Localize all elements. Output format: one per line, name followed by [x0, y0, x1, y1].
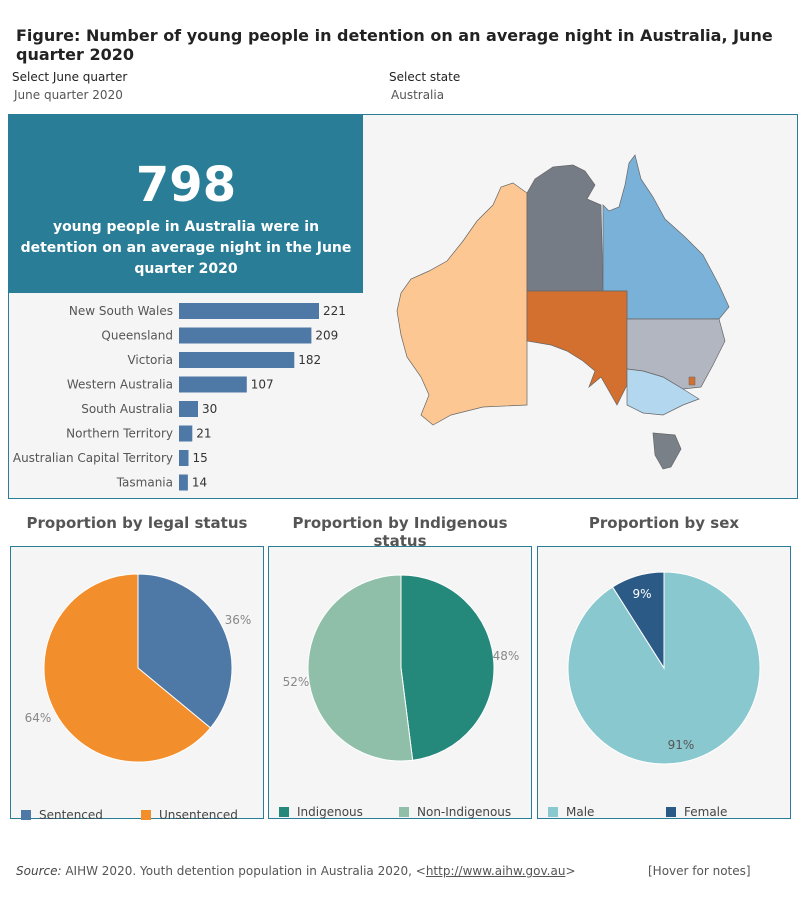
pie-slice-non-indigenous[interactable]	[307, 574, 414, 762]
source-link[interactable]: http://www.aihw.gov.au	[425, 864, 566, 878]
pie-slice-unsentenced[interactable]	[43, 573, 212, 763]
source-end: >	[565, 864, 576, 878]
source-note: Source: AIHW 2020. Youth detention popul…	[16, 864, 576, 878]
pie-slice-female[interactable]	[611, 571, 665, 670]
bar-tasmania[interactable]	[179, 474, 188, 491]
state-filter-label: Select state	[389, 70, 461, 84]
indigenous-status-title: Proportion by Indigenous status	[292, 514, 508, 550]
bar-australian-capital-territory[interactable]	[179, 450, 189, 466]
bar-value-western-australia: 107	[251, 378, 274, 392]
kpi-card: 798 young people in Australia were in de…	[9, 115, 363, 293]
pie-label-sentenced: 36%	[225, 613, 252, 627]
bar-northern-territory[interactable]	[179, 425, 193, 442]
pie-label-non-indigenous: 52%	[283, 675, 310, 689]
bar-label-queensland: Queensland	[101, 329, 173, 343]
bar-label-tasmania: Tasmania	[116, 476, 173, 490]
legend-sentenced[interactable]: Sentenced	[21, 808, 103, 822]
legend-indigenous[interactable]: Indigenous	[279, 805, 363, 819]
pie-slice-sentenced[interactable]	[137, 573, 233, 729]
legal-status-title: Proportion by legal status	[26, 514, 248, 532]
legend-male[interactable]: Male	[548, 805, 594, 819]
bar-queensland[interactable]	[179, 327, 312, 344]
legal-status-panel: 36% 64% Sentenced Unsentenced	[10, 546, 264, 822]
map-region-south-australia[interactable]	[526, 290, 628, 406]
quarter-filter-value[interactable]: June quarter 2020	[14, 88, 123, 102]
bar-value-new-south-wales: 221	[323, 304, 346, 318]
bar-label-western-australia: Western Australia	[67, 378, 173, 392]
map-region-act[interactable]	[688, 376, 696, 386]
pie-slice-indigenous[interactable]	[400, 574, 495, 761]
indigenous-status-panel: 48% 52% Indigenous Non-Indigenous	[268, 546, 532, 819]
bar-new-south-wales[interactable]	[179, 303, 319, 319]
hover-notes[interactable]: [Hover for notes]	[648, 864, 751, 878]
page-title: Figure: Number of young people in detent…	[16, 26, 773, 64]
source-text: AIHW 2020. Youth detention population in…	[61, 864, 426, 878]
kpi-text: young people in Australia were in detent…	[20, 219, 352, 277]
pie-label-indigenous: 48%	[493, 649, 520, 663]
bar-value-northern-territory: 21	[196, 427, 211, 441]
pie-label-female: 9%	[632, 587, 651, 601]
state-bar-chart: New South Wales 221 Queensland 209 Victoria 1…	[13, 303, 346, 491]
map-region-northern-territory[interactable]	[526, 164, 604, 292]
state-filter[interactable]: Select state Australia	[389, 70, 460, 102]
bar-value-queensland: 209	[315, 329, 338, 343]
pie-label-unsentenced: 64%	[25, 711, 52, 725]
source-label: Source:	[16, 864, 62, 878]
summary-panel: 798 young people in Australia were in de…	[8, 114, 798, 499]
map-region-tasmania[interactable]	[652, 432, 682, 470]
bar-south-australia[interactable]	[179, 401, 199, 417]
kpi-number: 798	[135, 157, 237, 213]
bar-label-south-australia: South Australia	[81, 402, 173, 416]
sex-pie: 91% 9%	[567, 571, 761, 765]
bar-value-australian-capital-territory: 15	[193, 451, 208, 465]
pie-label-male: 91%	[668, 738, 695, 752]
bar-label-northern-territory: Northern Territory	[66, 427, 173, 441]
legal-status-pie: 36% 64%	[25, 573, 252, 763]
bar-label-victoria: Victoria	[127, 353, 173, 367]
sex-title: Proportion by sex	[588, 514, 740, 532]
map-region-western-australia[interactable]	[396, 182, 528, 426]
quarter-filter[interactable]: Select June quarter June quarter 2020	[12, 70, 127, 102]
bar-value-tasmania: 14	[192, 476, 207, 490]
map-region-victoria[interactable]	[626, 368, 700, 416]
legend-unsentenced[interactable]: Unsentenced	[141, 808, 238, 822]
quarter-filter-label: Select June quarter	[12, 70, 128, 84]
australia-map	[363, 115, 797, 498]
bar-western-australia[interactable]	[179, 376, 247, 393]
indigenous-status-pie: 48% 52%	[283, 574, 520, 762]
bar-value-south-australia: 30	[202, 402, 217, 416]
legend-female[interactable]: Female	[666, 805, 727, 819]
bar-label-australian-capital-territory: Australian Capital Territory	[13, 451, 173, 465]
sex-panel: 91% 9% Male Female	[537, 546, 791, 819]
legend-non-indigenous[interactable]: Non-Indigenous	[399, 805, 511, 819]
bar-victoria[interactable]	[179, 352, 295, 368]
state-filter-value[interactable]: Australia	[391, 88, 445, 102]
bar-label-new-south-wales: New South Wales	[69, 304, 173, 318]
bar-value-victoria: 182	[298, 353, 321, 367]
